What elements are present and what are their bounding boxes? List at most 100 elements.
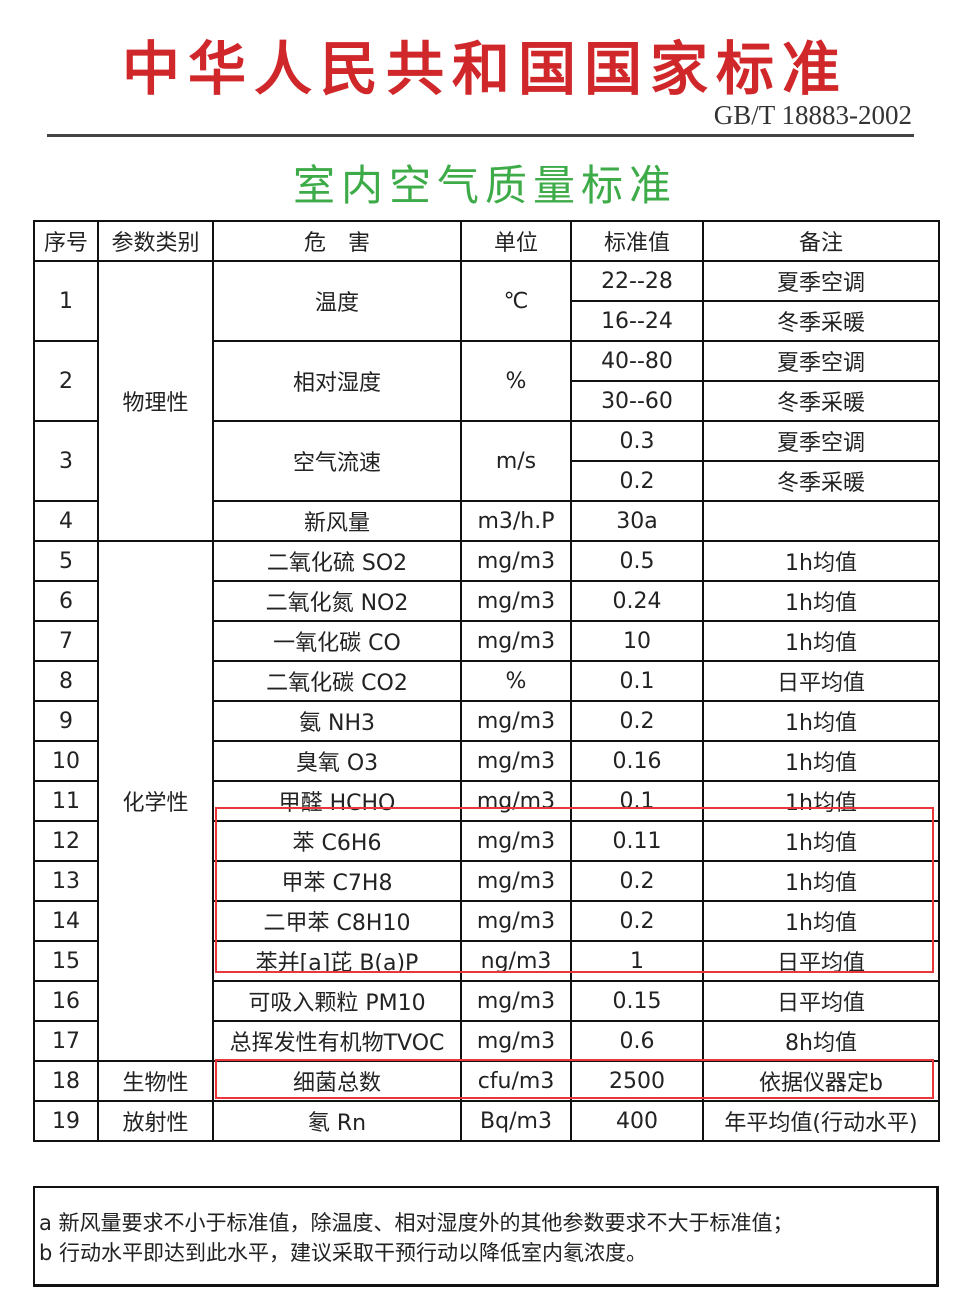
table-row: 12 苯 C6H6 mg/m3 0.11 1h均值 [33,820,940,862]
standard-value-cell: 0.2 [570,460,704,502]
row-number: 6 [33,580,99,622]
standard-value-cell: 2500 [570,1060,704,1102]
row-number: 5 [33,540,99,582]
category-cell: 化学性 [97,540,214,1062]
unit-cell: mg/m3 [460,700,572,742]
standard-value-cell: 0.1 [570,660,704,702]
table-row: 14 二甲苯 C8H10 mg/m3 0.2 1h均值 [33,900,940,942]
standard-value-cell: 400 [570,1100,704,1142]
parameter-cell: 相对湿度 [212,340,462,422]
table-row: 0.2 冬季采暖 [34,460,940,502]
remark-cell: 1h均值 [702,700,940,742]
standard-subtitle: 室内空气质量标准 [292,161,677,210]
unit-cell: mg/m3 [460,620,572,662]
remark-cell: 8h均值 [702,1020,940,1062]
parameter-cell: 苯并[a]芘 B(a)P [212,940,462,982]
table-row: 4 新风量 m3/h.P 30a [33,500,940,542]
parameter-cell: 二氧化硫 SO2 [212,540,462,582]
standard-value-cell: 0.24 [570,580,704,622]
unit-cell: ng/m3 [460,940,572,982]
unit-cell: mg/m3 [460,980,572,1022]
standard-value-cell: 0.1 [570,780,704,822]
parameter-cell: 新风量 [212,500,462,542]
parameter-cell: 二氧化氮 NO2 [212,580,462,622]
remark-cell [702,500,940,542]
parameter-cell: 氨 NH3 [212,700,462,742]
row-number: 17 [33,1020,99,1062]
parameter-cell: 甲苯 C7H8 [212,860,462,902]
standard-value-cell: 30a [570,500,704,542]
table-row: 10 臭氧 O3 mg/m3 0.16 1h均值 [33,740,940,782]
unit-cell: % [460,340,572,422]
remark-cell: 日平均值 [702,980,940,1022]
table-row: 3 空气流速 m/s 0.3 夏季空调 [33,420,940,502]
document-title: 中华人民共和国国家标准 [121,35,848,103]
unit-cell: m3/h.P [460,500,572,542]
row-number: 4 [33,500,99,542]
table-row: 8 二氧化碳 CO2% 0.1 日平均值 [33,660,940,702]
table-row: 7 一氧化碳 CO mg/m3 10 1h均值 [33,620,940,662]
table-row: 13 甲苯 C7H8 mg/m3 0.2 1h均值 [33,860,940,902]
table-row: 1 物理性 温度 ℃ 22--28 夏季空调 [33,260,940,542]
row-number: 1 [33,260,99,342]
standard-value-cell: 1 [570,940,704,982]
parameter-cell: 臭氧 O3 [212,740,462,782]
unit-cell: ℃ [460,260,572,342]
divider [47,134,914,137]
unit-cell: mg/m3 [460,900,572,942]
row-number: 9 [33,700,99,742]
row-number: 8 [33,660,99,702]
remark-cell: 冬季采暖 [702,380,940,422]
parameter-cell: 苯 C6H6 [212,820,462,862]
highlight-box-tvoc [215,1059,934,1099]
standard-value-cell: 0.5 [570,540,704,582]
standard-value-cell: 40--80 [570,340,704,382]
footnotes: a 新风量要求不小于标准值，除温度、相对湿度外的其他参数要求不大于标准值； b … [33,1186,939,1287]
row-number: 14 [33,900,99,942]
standard-value-cell: 0.11 [570,820,704,862]
col-header-hazard: 危 害 [212,220,462,262]
standard-value-cell: 22--28 [570,260,704,302]
unit-cell: Bq/m3 [460,1100,572,1142]
parameter-cell: 甲醛 HCHO [212,780,462,822]
table-row: 2 相对湿度% 40--80 夏季空调 [33,340,940,422]
remark-cell: 1h均值 [702,820,940,862]
air-quality-table: 序号 参数类别 危 害 单位 标准值 备注 1 物理性 温度 ℃ 22--28 夏季空调 1… [33,220,940,1142]
standard-value-cell: 0.15 [570,980,704,1022]
remark-cell: 1h均值 [702,780,940,822]
row-number: 10 [33,740,99,782]
table-row: 6 二氧化氮 NO2 mg/m3 0.24 1h均值 [33,580,940,622]
remark-cell: 夏季空调 [702,340,940,382]
remark-cell: 1h均值 [702,900,940,942]
footnote-b: b 行动水平即达到此水平，建议采取干预行动以降低室内氡浓度。 [39,1241,648,1265]
standard-value-cell: 0.2 [570,700,704,742]
standard-value-cell: 0.2 [570,900,704,942]
parameter-cell: 一氧化碳 CO [212,620,462,662]
standard-value-cell: 30--60 [570,380,704,422]
table-row: 11 甲醛 HCHO mg/m3 0.1 1h均值 [33,780,940,822]
unit-cell: mg/m3 [460,540,572,582]
footnote-a: a 新风量要求不小于标准值，除温度、相对湿度外的其他参数要求不大于标准值； [39,1211,794,1235]
remark-cell: 冬季采暖 [702,300,940,342]
unit-cell: mg/m3 [460,860,572,902]
category-cell: 物理性 [97,260,214,542]
row-number: 2 [33,340,99,422]
unit-cell: mg/m3 [460,820,572,862]
col-header-standard: 标准值 [570,220,704,262]
standard-value-cell: 0.3 [570,420,704,462]
unit-cell: mg/m3 [460,780,572,822]
table-row: 15 苯并[a]芘 B(a)P ng/m3 1 日平均值 [33,940,940,982]
remark-cell: 年平均值(行动水平) [702,1100,940,1142]
remark-cell: 冬季采暖 [702,460,940,502]
remark-cell: 夏季空调 [702,260,940,302]
unit-cell: m/s [460,420,572,502]
col-header-unit: 单位 [460,220,572,262]
parameter-cell: 可吸入颗粒 PM10 [212,980,462,1022]
category-cell: 放射性 [97,1100,214,1142]
remark-cell: 日平均值 [702,940,940,982]
parameter-cell: 温度 [212,260,462,342]
parameter-cell: 细菌总数 [212,1060,462,1102]
row-number: 13 [33,860,99,902]
unit-cell: cfu/m3 [460,1060,572,1102]
category-cell: 生物性 [97,1060,214,1102]
